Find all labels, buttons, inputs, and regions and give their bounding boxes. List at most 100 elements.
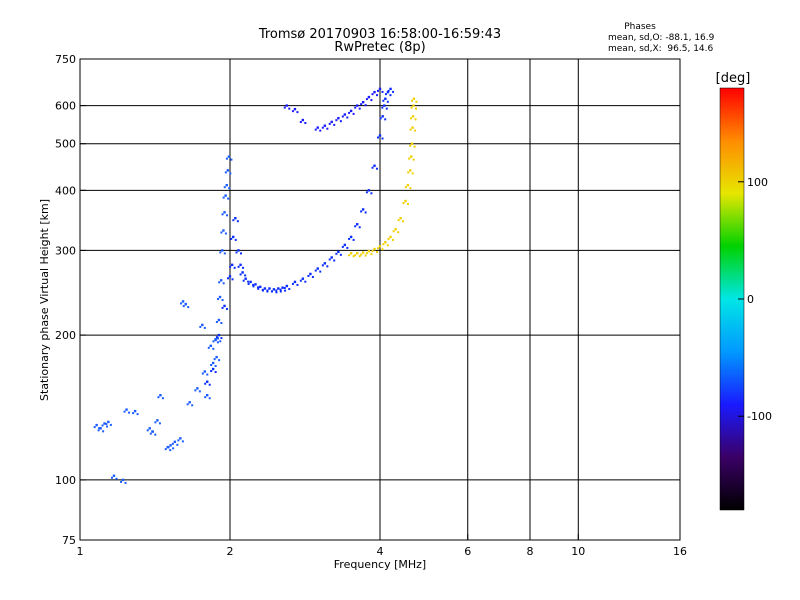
colorbar-tick-label: 100	[747, 176, 768, 189]
data-point	[321, 126, 324, 129]
data-point	[409, 155, 413, 158]
data-point	[219, 340, 222, 343]
data-point	[154, 421, 157, 424]
data-point	[386, 244, 389, 247]
data-point	[370, 253, 373, 256]
data-point	[392, 238, 395, 241]
data-point	[381, 137, 384, 140]
data-point	[299, 121, 302, 124]
y-tick-label: 75	[62, 534, 76, 547]
data-point	[385, 107, 388, 110]
data-point	[349, 235, 353, 239]
data-point	[224, 171, 227, 174]
phases-x-stats: mean, sd,X: 96.5, 14.6	[608, 44, 714, 54]
data-point	[383, 104, 386, 107]
data-point	[231, 278, 234, 281]
chart-title: Tromsø 20170903 16:58:00-16:59:43	[258, 27, 502, 42]
data-point	[209, 344, 212, 348]
data-point	[181, 440, 184, 443]
data-point	[378, 87, 382, 91]
data-point	[218, 281, 221, 284]
data-point	[283, 106, 286, 109]
data-point	[257, 287, 260, 290]
data-point	[171, 442, 174, 445]
data-point	[352, 112, 355, 115]
data-point	[337, 116, 340, 120]
data-point	[214, 339, 217, 342]
data-point	[412, 97, 416, 100]
data-point	[409, 144, 412, 147]
data-point	[219, 251, 222, 254]
data-point	[241, 271, 244, 274]
data-point	[354, 106, 357, 109]
data-point	[365, 191, 368, 194]
data-point	[194, 389, 197, 392]
data-point	[224, 194, 227, 197]
data-point	[136, 413, 139, 416]
data-point	[181, 300, 185, 303]
data-point	[285, 104, 288, 107]
x-tick-label: 10	[571, 545, 585, 558]
data-point	[299, 279, 302, 282]
x-axis-ticks: 1 2 4 6 8 10 16	[77, 534, 687, 558]
data-point	[272, 288, 276, 291]
data-point	[387, 89, 390, 92]
y-tick-label: 400	[55, 184, 76, 197]
data-point	[319, 129, 322, 132]
y-axis-ticks: 75 100 200 300 400 500 600 750	[55, 53, 86, 547]
data-point	[239, 273, 242, 276]
data-point	[232, 219, 235, 222]
data-point	[352, 238, 355, 241]
data-point	[376, 167, 379, 170]
data-point	[355, 104, 359, 107]
data-point	[277, 287, 280, 290]
data-point	[228, 187, 231, 190]
data-point	[384, 93, 387, 96]
data-point	[156, 419, 159, 422]
data-point	[394, 228, 397, 231]
data-point	[339, 120, 342, 123]
x-tick-label: 4	[377, 545, 384, 558]
data-point	[249, 280, 252, 284]
data-point	[377, 136, 379, 139]
data-point	[377, 89, 379, 92]
data-point	[186, 403, 189, 406]
data-point	[364, 211, 367, 214]
data-point	[212, 347, 215, 350]
data-point	[376, 94, 379, 97]
data-point	[244, 277, 247, 280]
data-point	[213, 358, 216, 361]
data-point	[361, 208, 365, 211]
data-point	[227, 155, 231, 158]
y-tick-label: 500	[55, 138, 76, 151]
data-point	[397, 219, 400, 222]
data-point	[296, 283, 299, 286]
data-point	[215, 321, 218, 324]
data-point	[205, 394, 209, 397]
data-point	[124, 481, 127, 484]
data-point	[132, 412, 135, 415]
data-point	[411, 172, 414, 175]
data-point	[103, 422, 106, 425]
data-point	[167, 446, 170, 449]
data-point	[154, 433, 157, 436]
data-point	[354, 254, 357, 257]
data-point	[370, 192, 373, 195]
data-point	[109, 423, 112, 426]
data-point	[384, 241, 387, 244]
colorbar-label: [deg]	[716, 71, 751, 86]
data-point	[404, 199, 407, 203]
data-point	[239, 252, 242, 255]
data-point	[389, 235, 392, 239]
data-point	[355, 223, 359, 226]
data-point	[409, 128, 412, 131]
data-point	[159, 394, 162, 397]
data-point	[229, 172, 232, 175]
data-point	[149, 432, 152, 435]
data-point	[266, 289, 269, 292]
data-point	[358, 226, 361, 229]
data-point	[177, 439, 180, 442]
data-point	[208, 383, 211, 386]
data-point	[221, 299, 224, 302]
